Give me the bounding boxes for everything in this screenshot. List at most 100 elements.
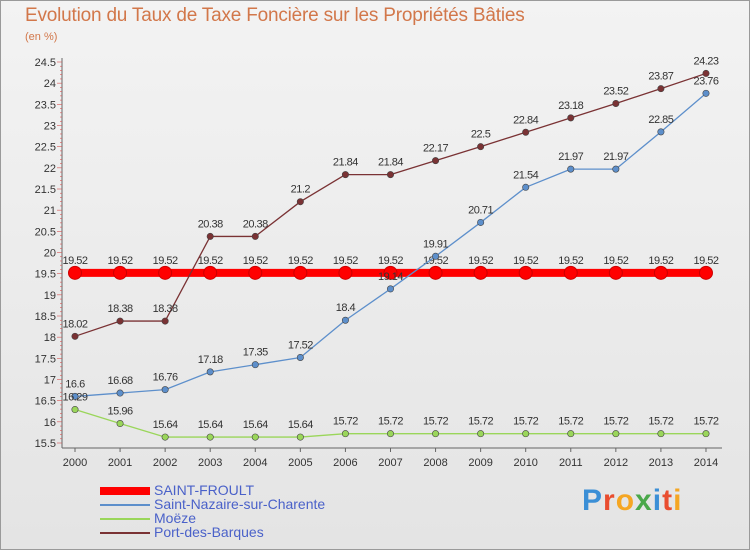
data-label: 22.17 (423, 143, 448, 155)
data-point (251, 433, 259, 441)
data-label: 17.18 (198, 354, 223, 366)
data-label: 16.29 (62, 392, 87, 404)
data-label: 21.97 (558, 151, 583, 163)
data-label: 20.38 (198, 218, 223, 230)
data-label: 15.72 (423, 416, 448, 428)
data-label: 21.84 (378, 157, 403, 169)
logo-letter: o (615, 484, 636, 517)
x-tick-label: 2013 (649, 457, 673, 469)
y-tick-label: 19.5 (35, 269, 56, 281)
data-point (341, 430, 349, 438)
data-label: 15.72 (558, 416, 583, 428)
logo-letter: i (652, 484, 663, 517)
y-tick-label: 22.5 (35, 142, 56, 154)
data-label: 23.76 (693, 75, 718, 87)
data-point (518, 265, 533, 280)
data-label: 15.72 (378, 416, 403, 428)
data-point (608, 265, 623, 280)
data-label: 19.52 (243, 255, 268, 267)
data-point (567, 114, 575, 122)
data-label: 19.52 (333, 255, 358, 267)
legend-swatch (100, 504, 150, 506)
data-label: 18.38 (153, 303, 178, 315)
data-point (698, 265, 713, 280)
y-tick-label: 18.5 (35, 311, 56, 323)
data-point (432, 157, 440, 165)
y-tick-label: 21.5 (35, 184, 56, 196)
data-label: 15.72 (648, 416, 673, 428)
y-tick-label: 20 (44, 248, 56, 260)
data-label: 19.52 (558, 255, 583, 267)
data-point (428, 265, 443, 280)
x-tick-label: 2001 (108, 457, 132, 469)
data-point (563, 265, 578, 280)
legend-label: SAINT-FROULT (154, 482, 255, 498)
legend-swatch (100, 532, 150, 534)
data-point (386, 285, 394, 293)
data-label: 17.35 (243, 347, 268, 359)
y-tick-label: 15.5 (35, 438, 56, 450)
data-label: 18.4 (336, 302, 356, 314)
legend-label: Saint-Nazaire-sur-Charente (154, 496, 326, 512)
data-label: 23.52 (603, 85, 628, 97)
data-point (612, 165, 620, 173)
data-point (203, 265, 218, 280)
chart-title: Evolution du Taux de Taxe Foncière sur l… (25, 5, 525, 26)
logo-letter: P (582, 484, 604, 517)
data-label: 19.52 (108, 255, 133, 267)
y-tick-label: 16 (44, 417, 56, 429)
data-label: 16.76 (153, 372, 178, 384)
logo-letter: i (673, 484, 683, 517)
data-label: 19.52 (603, 255, 628, 267)
data-point (657, 85, 665, 93)
data-point (116, 420, 124, 428)
data-label: 23.87 (648, 71, 673, 83)
data-point (612, 99, 620, 107)
data-point (432, 252, 440, 260)
data-label: 16.6 (65, 378, 85, 390)
data-point (702, 430, 710, 438)
data-point (113, 265, 128, 280)
logo-letter: x (635, 484, 653, 517)
x-tick-label: 2010 (513, 457, 537, 469)
x-tick-label: 2008 (423, 457, 447, 469)
data-label: 15.64 (198, 419, 223, 431)
data-point (296, 433, 304, 441)
x-tick-label: 2003 (198, 457, 222, 469)
data-label: 18.02 (62, 318, 87, 330)
data-label: 19.52 (62, 255, 87, 267)
proxiti-logo: Proxiti (582, 484, 682, 518)
data-label: 19.91 (423, 238, 448, 250)
data-point (161, 386, 169, 394)
data-label: 21.54 (513, 169, 538, 181)
y-tick-label: 24.5 (35, 57, 56, 69)
y-tick-label: 22 (44, 163, 56, 175)
data-point (702, 69, 710, 77)
x-tick-label: 2009 (468, 457, 492, 469)
data-label: 15.72 (333, 416, 358, 428)
x-tick-label: 2007 (378, 457, 402, 469)
data-label: 19.52 (198, 255, 223, 267)
x-tick-label: 2004 (243, 457, 267, 469)
data-point (293, 265, 308, 280)
y-tick-label: 23.5 (35, 99, 56, 111)
x-tick-label: 2011 (559, 457, 583, 469)
data-label: 15.72 (603, 416, 628, 428)
series-line-3 (74, 72, 707, 337)
y-tick-label: 21 (44, 205, 56, 217)
data-point (522, 430, 530, 438)
data-point (338, 265, 353, 280)
data-label: 18.38 (108, 303, 133, 315)
data-point (657, 430, 665, 438)
data-point (612, 430, 620, 438)
data-point (702, 89, 710, 97)
data-point (296, 353, 304, 361)
data-point (341, 171, 349, 179)
data-point (296, 198, 304, 206)
data-point (341, 316, 349, 324)
legend-swatch (100, 518, 150, 520)
x-tick-label: 2012 (604, 457, 628, 469)
data-point (432, 430, 440, 438)
data-label: 15.72 (468, 416, 493, 428)
x-tick-label: 2014 (694, 457, 718, 469)
